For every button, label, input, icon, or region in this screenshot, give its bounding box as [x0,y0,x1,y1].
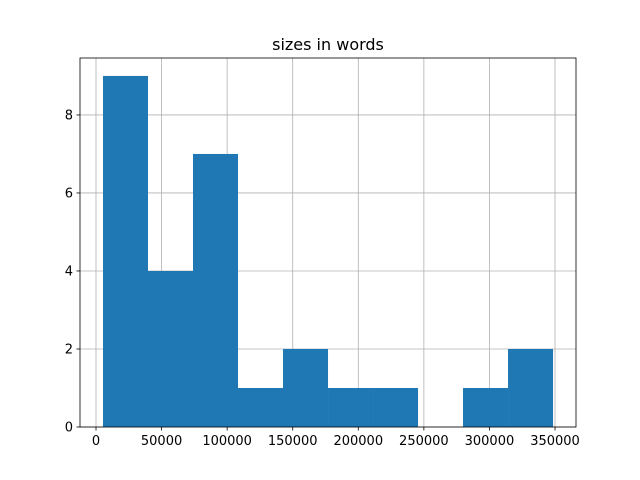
x-tick-label: 300000 [465,434,515,449]
y-tick-label: 2 [65,342,73,357]
y-tick-label: 4 [65,264,73,279]
bar [283,348,329,427]
bar [373,387,419,427]
y-tick-label: 8 [65,108,73,123]
x-tick-label: 0 [92,434,100,449]
bar [463,387,509,427]
bar [238,387,284,427]
bar [328,387,374,427]
bar [193,153,239,427]
bar [508,348,554,427]
x-tick-label: 150000 [268,434,318,449]
y-tick-label: 6 [65,186,73,201]
x-tick-label: 100000 [202,434,252,449]
x-tick-label: 350000 [530,434,580,449]
chart-title: sizes in words [272,35,384,54]
bar [103,75,148,427]
x-tick-label: 250000 [399,434,449,449]
x-tick-label: 200000 [333,434,383,449]
plot-frame [79,57,577,428]
bar [148,270,194,427]
x-tick-label: 50000 [141,434,182,449]
y-tick-label: 0 [65,421,73,436]
